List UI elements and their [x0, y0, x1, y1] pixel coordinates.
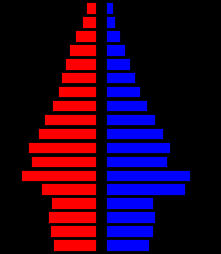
Bar [82, 17, 95, 29]
Bar [105, 198, 153, 209]
Bar [105, 45, 126, 56]
Bar [51, 198, 95, 209]
Bar [105, 239, 149, 251]
Bar [105, 128, 163, 140]
Bar [86, 3, 95, 15]
Bar [105, 3, 114, 15]
Bar [44, 114, 95, 126]
Bar [69, 45, 95, 56]
Bar [28, 142, 95, 153]
Bar [38, 128, 95, 140]
Bar [105, 101, 147, 112]
Bar [105, 184, 185, 195]
Bar [58, 87, 95, 98]
Bar [105, 212, 155, 223]
Bar [50, 225, 95, 237]
Bar [105, 17, 116, 29]
Bar [41, 184, 95, 195]
Bar [105, 156, 167, 167]
Bar [105, 87, 141, 98]
Bar [21, 170, 95, 181]
Bar [74, 31, 95, 42]
Bar [105, 73, 135, 84]
Bar [105, 59, 130, 70]
Bar [105, 142, 170, 153]
Bar [105, 170, 190, 181]
Bar [65, 59, 95, 70]
Bar [105, 31, 120, 42]
Bar [48, 212, 95, 223]
Bar [31, 156, 95, 167]
Bar [105, 114, 155, 126]
Bar [53, 239, 95, 251]
Bar [61, 73, 95, 84]
Bar [52, 101, 95, 112]
Bar [105, 225, 153, 237]
